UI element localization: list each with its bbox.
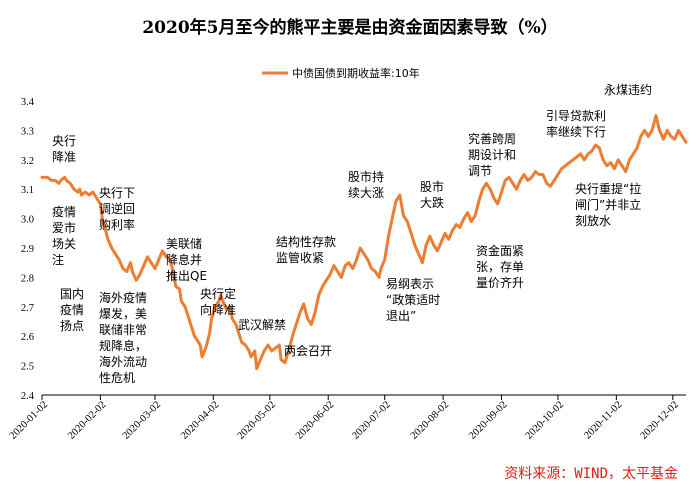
event-annotation: 股市持续大涨 [348,169,384,200]
annotation-line: 海外流动 [99,354,147,369]
annotation-line: 疫情 [60,302,84,317]
y-axis: 2.4 2.5 2.6 2.7 2.8 2.9 3.0 3.1 3.2 3.3 3.4 [21,97,35,402]
x-tick-label: 2020-10-02 [524,399,566,441]
x-tick-label: 2020-05-02 [236,399,278,441]
event-annotation: 武汉解禁 [238,318,286,332]
annotation-line: 资金面紧 [476,243,524,258]
annotation-line: 联储非常 [99,322,147,337]
annotation-line: 爱市 [52,220,76,235]
annotation-line: 永煤违约 [604,82,652,97]
y-tick-label: 2.5 [21,362,34,373]
event-annotation: 国内疫情扬点 [60,287,84,333]
annotation-line: 央行重提“拉 [575,181,641,196]
event-annotation: 疫情爱市场关注 [52,204,76,267]
annotation-line: 期设计和 [468,148,516,162]
annotation-line: 大跌 [420,195,444,210]
annotation-line: 刻放水 [575,213,611,228]
annotation-line: 场关 [52,237,76,251]
y-tick-label: 2.6 [21,332,34,343]
annotation-line: 央行 [52,134,76,148]
x-tick-label: 2020-12-02 [639,399,681,441]
y-tick-label: 2.7 [21,303,34,314]
annotation-line: 注 [52,252,64,267]
source-note: 资料来源：WIND，太平基金 [504,465,678,482]
annotation-line: 爆发，美 [99,306,147,321]
annotation-line: 监管收紧 [276,250,324,265]
y-tick-label: 3.2 [21,156,34,167]
annotation-line: 规降息， [99,338,147,353]
y-tick-label: 2.8 [21,273,34,284]
legend: 中债国债到期收益率:10年 [262,66,420,80]
annotation-line: 国内 [60,287,84,301]
event-annotation: 央行降准 [52,134,76,164]
annotation-line: 率继续下行 [546,124,606,139]
event-annotation: 央行定向降准 [200,286,236,317]
x-axis: 2020-01-02 2020-02-02 2020-03-02 2020-04-02… [8,394,686,442]
annotation-line: 张，存单 [476,260,524,274]
y-tick-label: 2.9 [21,244,34,255]
annotation-line: 闸门”并非立 [575,197,641,212]
annotation-line: 续大涨 [348,185,384,200]
y-tick-label: 3.3 [21,126,34,137]
event-annotation: 美联储降息并推出QE [166,236,207,283]
x-tick-label: 2020-01-02 [8,399,50,441]
annotation-line: 推出QE [166,269,207,283]
annotation-line: 武汉解禁 [238,318,286,332]
annotation-line: 美联储 [166,236,202,251]
x-tick-label: 2020-09-02 [467,399,509,441]
event-annotation: 究善跨周期设计和调节 [468,131,516,178]
y-tick-label: 3.0 [21,215,34,226]
event-annotation: 永煤违约 [604,82,652,97]
event-annotation: 央行下调逆回购利率 [99,186,135,232]
event-annotation: 资金面紧张，存单量价齐升 [476,243,524,290]
x-tick-label: 2020-08-02 [409,399,451,441]
legend-label: 中债国债到期收益率:10年 [292,66,420,80]
event-annotation: 引导贷款利率继续下行 [546,109,606,139]
event-annotation: 央行重提“拉闸门”并非立刻放水 [575,181,641,228]
annotation-line: 向降准 [200,302,236,317]
annotation-line: 调逆回 [99,201,135,216]
annotations: 央行降准疫情爱市场关注国内疫情扬点央行下调逆回购利率海外疫情爆发，美联储非常规降… [52,82,652,385]
annotation-line: 购利率 [99,217,135,232]
annotation-line: 央行下 [99,186,135,200]
annotation-line: 降准 [52,150,76,164]
annotation-line: 量价齐升 [476,275,524,290]
y-tick-label: 3.4 [21,97,35,108]
x-tick-label: 2020-04-02 [179,399,221,441]
event-annotation: 结构性存款监管收紧 [276,234,336,265]
event-annotation: 易纲表示 “政策适时退出” [386,277,440,323]
annotation-line: 易纲表示 [386,277,434,291]
event-annotation: 股市大跌 [420,179,444,210]
x-tick-label: 2020-11-02 [582,399,624,441]
event-annotation: 两会召开 [284,344,332,358]
annotation-line: “政策适时 [386,293,440,307]
y-tick-label: 2.4 [21,391,35,402]
annotation-line: 股市 [420,179,444,194]
annotation-line: 疫情 [52,204,76,219]
annotation-line: 引导贷款利 [546,109,606,123]
annotation-line: 结构性存款 [276,234,336,249]
annotation-line: 性危机 [99,371,135,385]
x-tick-label: 2020-03-02 [121,399,163,441]
chart-title: 2020年5月至今的熊平主要是由资金面因素导致（%） [142,17,557,38]
x-tick-label: 2020-02-02 [66,399,108,441]
event-annotation: 海外疫情爆发，美联储非常规降息，海外流动性危机 [99,290,147,385]
y-tick-label: 3.1 [21,185,34,196]
x-tick-label: 2020-06-02 [294,399,336,441]
x-tick-label: 2020-07-02 [350,399,392,441]
annotation-line: 退出” [386,309,416,323]
annotation-line: 究善跨周 [468,131,516,146]
annotation-line: 两会召开 [284,344,332,358]
annotation-line: 海外疫情 [99,290,147,305]
annotation-line: 降息并 [166,252,202,267]
annotation-line: 扬点 [60,318,84,333]
yield-series-line [40,114,688,370]
annotation-line: 央行定 [200,286,236,301]
annotation-line: 调节 [468,164,492,178]
annotation-line: 股市持 [348,169,384,184]
